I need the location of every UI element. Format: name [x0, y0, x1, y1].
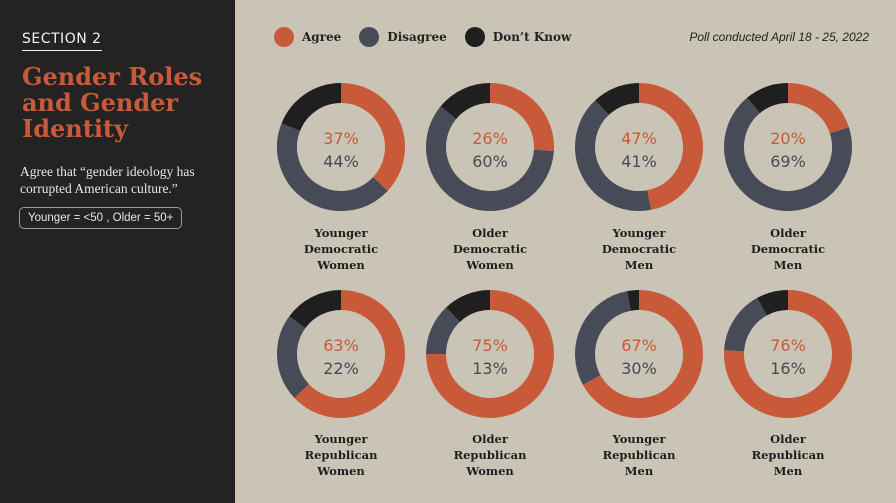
disagree-value-label: 22%: [323, 359, 359, 378]
donut-younger-republican-women: 63%22%: [277, 290, 405, 418]
agree-value-label: 76%: [770, 336, 806, 355]
donut-slice-disagree-younger-republican-women: [277, 316, 310, 398]
donut-slice-dont-know-older-democratic-women: [440, 83, 491, 120]
disagree-value-label: 30%: [621, 359, 657, 378]
group-label-line: Younger: [314, 432, 368, 446]
group-label-older-democratic-men: Older Democratic Men: [728, 225, 848, 273]
sidebar: SECTION 2 Gender Roles and Gender Identi…: [0, 0, 235, 503]
donut-older-republican-women: 75%13%: [426, 290, 554, 418]
donut-slice-disagree-older-republican-women: [426, 307, 461, 355]
donut-slice-dont-know-older-democratic-men: [747, 83, 789, 114]
group-label-line: Democratic: [452, 242, 528, 256]
poll-date-note: Poll conducted April 18 - 25, 2022: [689, 30, 869, 44]
chart-subtitle: Agree that “gender ideology has corrupte…: [20, 164, 195, 196]
donut-slice-dont-know-younger-democratic-men: [595, 83, 640, 116]
donut-slice-dont-know-younger-republican-women: [289, 290, 342, 329]
group-label-line: Men: [773, 258, 803, 272]
group-label-line: Women: [466, 464, 514, 478]
agree-value-label: 75%: [472, 336, 508, 355]
group-label-younger-republican-women: Younger Republican Women: [281, 431, 401, 479]
legend-swatch-agree: [274, 27, 294, 47]
donut-slice-disagree-younger-republican-men: [575, 291, 632, 385]
age-definition-badge: Younger = <50 , Older = 50+: [19, 207, 183, 229]
donut-older-democratic-women: 26%60%: [426, 83, 554, 211]
group-label-line: Men: [624, 258, 654, 272]
disagree-value-label: 60%: [472, 152, 508, 171]
group-label-line: Democratic: [303, 242, 379, 256]
donut-slice-dont-know-older-republican-women: [446, 290, 491, 323]
group-label-line: Women: [317, 258, 365, 272]
agree-value-label: 37%: [323, 129, 359, 148]
disagree-value-label: 41%: [621, 152, 657, 171]
disagree-value-label: 44%: [323, 152, 359, 171]
donut-slice-dont-know-older-republican-men: [757, 290, 789, 316]
group-label-line: Republican: [304, 448, 378, 462]
agree-value-label: 67%: [621, 336, 657, 355]
donut-slice-disagree-younger-democratic-women: [277, 123, 388, 211]
donut-younger-democratic-women: 37%44%: [277, 83, 405, 211]
group-label-line: Republican: [602, 448, 676, 462]
donut-slice-disagree-older-democratic-men: [724, 97, 852, 211]
agree-value-label: 20%: [770, 129, 806, 148]
donut-slice-agree-younger-republican-men: [582, 290, 703, 418]
group-label-line: Women: [466, 258, 514, 272]
page-title: Gender Roles and Gender Identity: [22, 62, 203, 143]
donut-slice-dont-know-younger-democratic-women: [281, 83, 342, 132]
legend-item-disagree: Disagree: [359, 27, 447, 47]
donut-slice-agree-older-democratic-women: [489, 83, 554, 152]
group-label-older-republican-women: Older Republican Women: [430, 431, 550, 479]
group-label-line: Republican: [751, 448, 825, 462]
group-label-younger-republican-men: Younger Republican Men: [579, 431, 699, 479]
legend-item-dont-know: Don’t Know: [464, 27, 572, 47]
legend-item-agree: Agree: [274, 27, 341, 47]
section-label: SECTION 2: [22, 31, 102, 51]
donut-slice-disagree-older-republican-men: [724, 297, 768, 352]
group-label-line: Men: [624, 464, 654, 478]
group-label-younger-democratic-women: Younger Democratic Women: [281, 225, 401, 273]
disagree-value-label: 69%: [770, 152, 806, 171]
group-label-line: Older: [472, 432, 508, 446]
disagree-value-label: 16%: [770, 359, 806, 378]
group-label-line: Democratic: [601, 242, 677, 256]
donut-slice-agree-older-republican-men: [724, 290, 852, 418]
group-label-line: Younger: [612, 226, 666, 240]
donut-slice-agree-younger-democratic-women: [340, 83, 405, 191]
group-label-line: Republican: [453, 448, 527, 462]
group-label-line: Democratic: [750, 242, 826, 256]
group-label-line: Younger: [612, 432, 666, 446]
donut-younger-republican-men: 67%30%: [575, 290, 703, 418]
legend-swatch-disagree: [359, 27, 380, 47]
donut-slice-agree-older-democratic-men: [787, 83, 849, 134]
group-label-line: Older: [770, 432, 806, 446]
donut-older-republican-men: 76%16%: [724, 290, 852, 418]
donut-slice-agree-older-republican-women: [426, 290, 554, 418]
donut-slice-dont-know-younger-republican-men: [627, 290, 640, 311]
legend: Agree Disagree Don’t Know: [274, 27, 589, 47]
agree-value-label: 26%: [472, 129, 508, 148]
legend-label-dont-know: Don’t Know: [492, 30, 572, 44]
group-label-line: Women: [317, 464, 365, 478]
donut-slice-agree-younger-democratic-men: [638, 83, 703, 210]
legend-swatch-dont-know: [464, 27, 485, 47]
group-label-line: Older: [472, 226, 508, 240]
group-label-line: Younger: [314, 226, 368, 240]
donut-slice-disagree-older-democratic-women: [426, 106, 554, 211]
donut-slice-disagree-younger-democratic-men: [575, 100, 651, 211]
donut-slice-agree-younger-republican-women: [294, 290, 405, 418]
donut-younger-democratic-men: 47%41%: [575, 83, 703, 211]
legend-label-agree: Agree: [302, 30, 342, 44]
agree-value-label: 63%: [323, 336, 359, 355]
disagree-value-label: 13%: [472, 359, 508, 378]
group-label-older-democratic-women: Older Democratic Women: [430, 225, 550, 273]
donut-older-democratic-men: 20%69%: [724, 83, 852, 211]
agree-value-label: 47%: [621, 129, 657, 148]
legend-label-disagree: Disagree: [387, 30, 447, 44]
group-label-older-republican-men: Older Republican Men: [728, 431, 848, 479]
group-label-line: Men: [773, 464, 803, 478]
group-label-younger-democratic-men: Younger Democratic Men: [579, 225, 699, 273]
group-label-line: Older: [770, 226, 806, 240]
